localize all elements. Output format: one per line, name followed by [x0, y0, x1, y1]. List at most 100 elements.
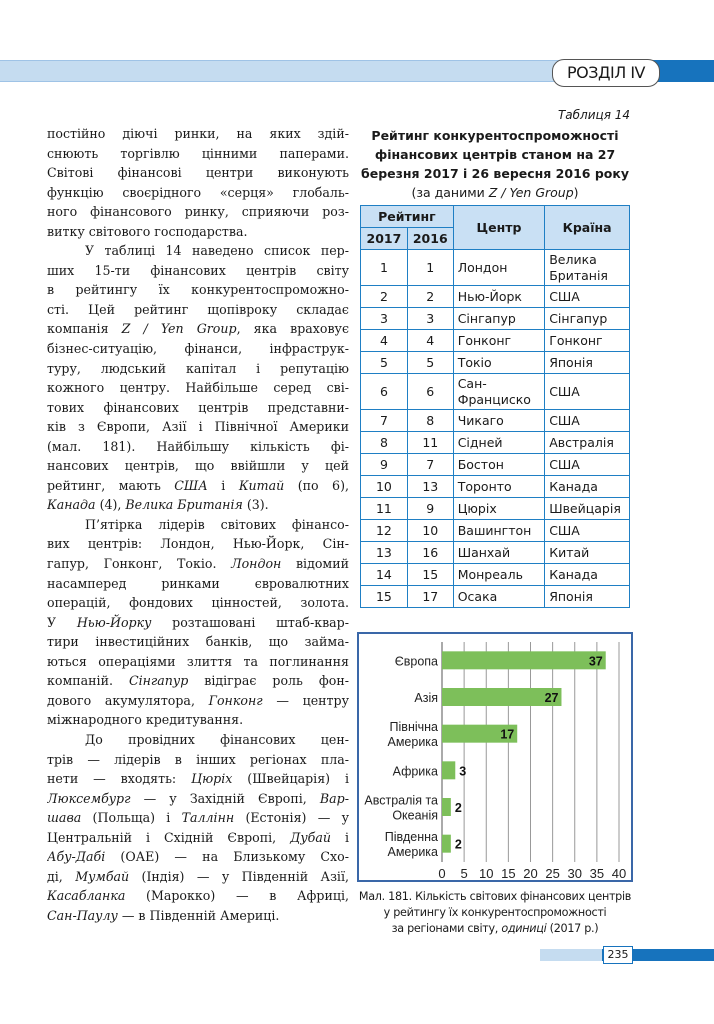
text-line: гапур, Гонконг, Токіо. Лондон відомий — [47, 554, 349, 574]
x-tick-label: 10 — [479, 866, 493, 880]
text-span: , яка враховує — [236, 321, 349, 337]
country-name: Японія — [544, 585, 630, 608]
text-line: нансових центрів, що ввійшли у цей — [47, 456, 349, 476]
text-span: (ОАЕ) — на Близькому Схо- — [105, 849, 349, 865]
text-span: — центру — [262, 692, 349, 708]
text-span: операцій, фондових цінностей, золота. — [47, 595, 349, 611]
table-row: 10 13 Торонто Канада — [360, 475, 630, 498]
rank-2017: 15 — [360, 585, 408, 608]
caption-line-1: Мал. 181. Кількість світових фінансових … — [358, 890, 632, 903]
country-name: США — [544, 453, 630, 476]
text-span: функцію своєрідного «серця» глобаль- — [47, 184, 349, 200]
table-title-main: Рейтинг конкурентоспроможності фінансови… — [361, 128, 629, 181]
center-name: Шанхай — [452, 541, 546, 564]
text-span: міжнародного кредитування. — [47, 712, 244, 728]
figure-caption: Мал. 181. Кількість світових фінансових … — [355, 889, 635, 937]
italic-term: Лондон — [231, 556, 282, 572]
table-title: Рейтинг конкурентоспроможності фінансови… — [360, 126, 630, 202]
text-line: снюють торгівлю цінними паперами. — [47, 144, 349, 164]
rank-2016: 6 — [406, 373, 454, 410]
italic-term: Мумбай — [75, 868, 130, 884]
rank-2017: 8 — [360, 431, 408, 454]
center-name: Токіо — [452, 351, 546, 374]
rank-2017: 4 — [360, 329, 408, 352]
italic-term: Люксембург — [47, 790, 131, 806]
text-span: відіграє роль фон- — [188, 673, 349, 689]
category-label: Америка — [387, 735, 438, 749]
text-span: (мал. 181). Найбільшу кількість фі- — [47, 438, 349, 454]
x-tick-label: 35 — [590, 866, 604, 880]
text-line: туру, людський капітал і репутацію — [47, 359, 349, 379]
text-span: компаній. — [47, 673, 129, 689]
header-rating: Рейтинг — [360, 205, 454, 228]
header-band — [0, 60, 714, 82]
bar — [442, 651, 606, 670]
text-span: розташовані штаб-квар- — [151, 614, 349, 630]
section-label: РОЗДІЛ IV — [552, 59, 660, 87]
text-line: ших 15-ти фінансових центрів світу — [47, 261, 349, 281]
italic-term: Дубай — [290, 829, 331, 845]
text-line: вих центрів: Лондон, Нью-Йорк, Сін- — [47, 534, 349, 554]
text-span: До провідних фінансових цен- — [85, 731, 349, 747]
rank-2016: 10 — [406, 519, 454, 542]
rank-2016: 2 — [406, 285, 454, 308]
text-line: тири інвестиційних банків, що займа- — [47, 632, 349, 652]
center-name: Осака — [452, 585, 546, 608]
text-line: в рейтингу їх конкурентоспроможно- — [47, 280, 349, 300]
country-name: Китай — [544, 541, 630, 564]
bar — [442, 761, 456, 780]
center-name: Чикаго — [452, 409, 546, 432]
text-span: тових фінансових центрів представни- — [47, 399, 349, 415]
rank-2016: 7 — [406, 453, 454, 476]
data-label: 17 — [500, 728, 514, 742]
text-line: ків з Європи, Азії і Північної Америки — [47, 417, 349, 437]
text-span: (Естонія) — у — [234, 810, 349, 826]
italic-term: Таллінн — [181, 810, 235, 826]
country-name: Гонконг — [544, 329, 630, 352]
text-line: Сан-Паулу — в Південній Америці. — [47, 906, 349, 926]
text-line: Касабланка (Марокко) — в Африці, — [47, 886, 349, 906]
table-row: 2 2 Нью-Йорк США — [360, 285, 630, 308]
italic-term: Сан-Паулу — [47, 907, 118, 923]
text-line: ються операціями злиття та поглинання — [47, 652, 349, 672]
x-tick-label: 30 — [568, 866, 582, 880]
table-row: 13 16 Шанхай Китай — [360, 541, 630, 564]
country-name: Японія — [544, 351, 630, 374]
text-line: (мал. 181). Найбільшу кількість фі- — [47, 437, 349, 457]
country-name: Сінгапур — [544, 307, 630, 330]
table-row: 7 8 Чикаго США — [360, 409, 630, 432]
text-line: витку світового господарства. — [47, 222, 349, 242]
rank-2017: 12 — [360, 519, 408, 542]
rank-2017: 5 — [360, 351, 408, 374]
country-name: Швейцарія — [544, 497, 630, 520]
text-span: дового акумулятора, — [47, 692, 209, 708]
center-name: Сідней — [452, 431, 546, 454]
table-row: 8 11 Сідней Австралія — [360, 431, 630, 454]
rank-2017: 3 — [360, 307, 408, 330]
italic-term: США — [174, 477, 208, 493]
text-span: ших 15-ти фінансових центрів світу — [47, 262, 349, 278]
rank-2016: 5 — [406, 351, 454, 374]
table-source-suffix: ) — [573, 185, 579, 200]
country-name: США — [544, 519, 630, 542]
text-span: (Індія) — у Південній Азії, — [129, 868, 349, 884]
text-line: Абу-Дабі (ОАЕ) — на Близькому Схо- — [47, 847, 349, 867]
text-line: операцій, фондових цінностей, золота. — [47, 593, 349, 613]
italic-term: Гонконг — [208, 692, 263, 708]
chart-frame: 0 5 10 15 20 25 30 35 40 37 Європа 27 Азія 17 Північна… — [357, 632, 633, 882]
italic-term: Абу-Дабі — [47, 849, 106, 865]
text-line: кожного центру. Найбільше серед сві- — [47, 378, 349, 398]
category-label: Африка — [393, 764, 438, 778]
text-span: ків з Європи, Азії і Північної Америки — [47, 419, 349, 435]
country-name: Канада — [544, 563, 630, 586]
text-span: (Марокко) — в Африці, — [125, 888, 349, 904]
country-name: США — [544, 409, 630, 432]
country-name: Канада — [544, 475, 630, 498]
x-tick-label: 20 — [523, 866, 537, 880]
italic-term: шава — [47, 810, 82, 826]
category-label: Північна — [390, 720, 438, 734]
bar-chart: 0 5 10 15 20 25 30 35 40 37 Європа 27 Азія 17 Північна… — [364, 642, 626, 881]
italic-term: Нью-Йорку — [76, 614, 152, 630]
center-name: Вашингтон — [452, 519, 546, 542]
bar — [442, 724, 518, 743]
